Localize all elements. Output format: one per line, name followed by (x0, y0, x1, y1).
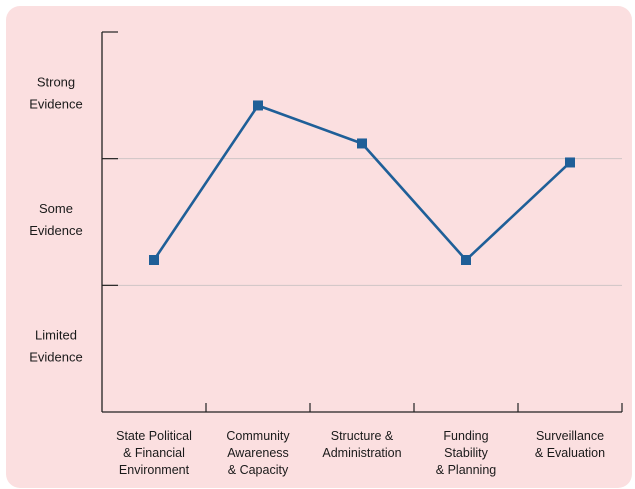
y-tick-label-line: Evidence (29, 223, 82, 238)
series-line (152, 104, 571, 262)
series-evidence (149, 100, 575, 265)
x-tick-label-line: & Capacity (228, 463, 289, 477)
x-tick-label: Surveillance & Evaluation (535, 429, 605, 460)
x-tick-label-line: Awareness (227, 446, 289, 460)
chart-panel (6, 6, 632, 488)
data-point-marker (253, 100, 263, 111)
x-tick-label-line: Stability (444, 446, 489, 460)
axes (101, 31, 623, 413)
y-tick-label-line: Some (39, 201, 73, 216)
data-point-marker (149, 255, 159, 265)
x-tick-label: Structure & Administration (322, 429, 401, 460)
y-tick-label: Strong Evidence (29, 74, 82, 111)
y-tick-label-line: Evidence (29, 96, 82, 111)
grid-lines (102, 158, 622, 286)
x-tick-label: State Political & Financial Environment (116, 429, 192, 477)
x-axis-labels: State Political & Financial Environment Com… (116, 429, 605, 477)
x-tick-label-line: & Financial (123, 446, 185, 460)
y-tick-label-line: Evidence (29, 350, 82, 365)
x-tick-label-line: Environment (119, 463, 190, 477)
x-tick-label-line: Community (226, 429, 290, 443)
x-tick-label: Funding Stability & Planning (436, 429, 497, 477)
x-tick-label-line: Structure & (331, 429, 394, 443)
x-tick-label-line: State Political (116, 429, 192, 443)
x-tick-label-line: & Planning (436, 463, 497, 477)
y-tick-label-line: Limited (35, 328, 77, 343)
x-tick-label-line: Surveillance (536, 429, 604, 443)
x-tick-label: Community Awareness & Capacity (226, 429, 290, 477)
x-tick-label-line: & Evaluation (535, 446, 605, 460)
y-tick-label: Some Evidence (29, 201, 82, 238)
x-tick-label-line: Administration (322, 446, 401, 460)
y-tick-label: Limited Evidence (29, 328, 82, 365)
data-point-marker (565, 157, 575, 168)
data-point-marker (461, 255, 471, 265)
data-point-marker (357, 138, 367, 149)
x-tick-label-line: Funding (443, 429, 488, 443)
y-axis-labels: Limited Evidence Some Evidence Strong Evidenc… (29, 74, 82, 364)
y-tick-label-line: Strong (37, 74, 75, 89)
